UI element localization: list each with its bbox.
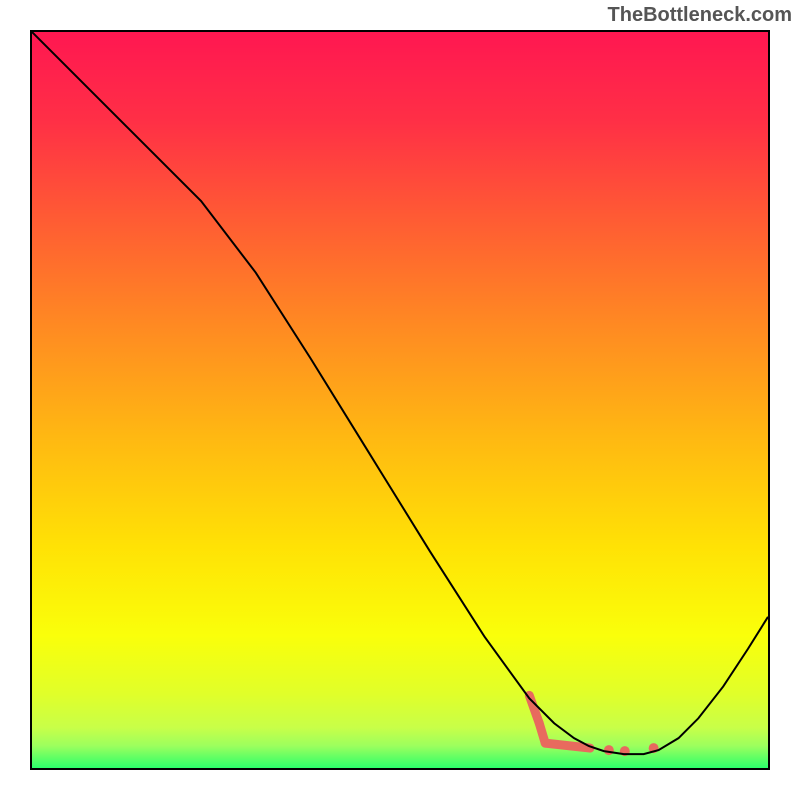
curve-layer — [32, 32, 768, 768]
watermark-text: TheBottleneck.com — [608, 4, 792, 27]
plot-area — [30, 30, 770, 770]
bottleneck-curve — [32, 32, 768, 754]
chart-root: TheBottleneck.com — [0, 0, 800, 800]
